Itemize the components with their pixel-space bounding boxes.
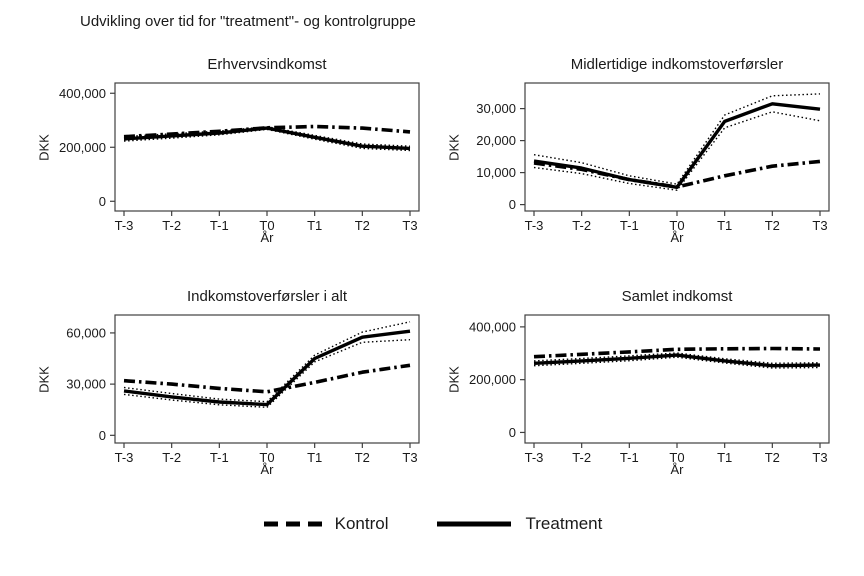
y-tick-label: 200,000 bbox=[469, 372, 516, 387]
kontrol-dashed-line-icon bbox=[263, 521, 322, 527]
x-tick-label: T1 bbox=[307, 218, 322, 233]
y-tick-label: 400,000 bbox=[59, 86, 106, 101]
chart-title: Erhvervsindkomst bbox=[207, 56, 327, 73]
x-tick-label: T3 bbox=[402, 218, 417, 233]
chart-title: Midlertidige indkomstoverførsler bbox=[570, 56, 784, 73]
x-tick-label: T-2 bbox=[572, 450, 591, 465]
legend-label-kontrol: Kontrol bbox=[334, 514, 389, 533]
legend-item-treatment: Treatment bbox=[435, 514, 603, 534]
ci-lower-line bbox=[533, 356, 821, 369]
line-chart-samlet-indkomst: 0 200,000 400,000 T-3 T-2 T-1 T0 T1 T2 T3 bbox=[469, 314, 830, 465]
y-tick-label: 20,000 bbox=[476, 133, 516, 148]
x-tick-label: T-1 bbox=[620, 218, 639, 233]
x-tick-label: T-3 bbox=[525, 218, 544, 233]
x-axis-label: År bbox=[670, 462, 684, 477]
line-chart-indkomstoverfoersler-i-alt: 0 30,000 60,000 T-3 T-2 T-1 T0 T1 T2 T3 bbox=[66, 314, 420, 465]
line-chart-erhvervsindkomst: 0 200,000 400,000 T-3 T-2 T-1 T0 T1 T2 T3 bbox=[59, 82, 420, 233]
subplot-samlet-indkomst: Samlet indkomst DKK 0 200,000 400,000 T-3 T-… bbox=[438, 288, 858, 488]
figure-title: Udvikling over tid for "treatment"- og k… bbox=[80, 13, 416, 30]
x-tick-label: T2 bbox=[355, 450, 370, 465]
y-tick-label: 60,000 bbox=[66, 325, 106, 340]
x-tick-label: T2 bbox=[355, 218, 370, 233]
treatment-line bbox=[533, 353, 821, 368]
subplot-erhvervsindkomst: Erhvervsindkomst DKK 0 200,000 400,000 T-3 T… bbox=[28, 56, 448, 256]
x-tick-label: T3 bbox=[812, 218, 827, 233]
y-tick-label: 0 bbox=[99, 194, 106, 209]
ci-lower-line bbox=[123, 339, 411, 409]
y-tick-label: 200,000 bbox=[59, 140, 106, 155]
x-tick-label: T0 bbox=[669, 218, 684, 233]
x-tick-label: T0 bbox=[259, 450, 274, 465]
y-tick-label: 10,000 bbox=[476, 165, 516, 180]
y-tick-label: 0 bbox=[509, 197, 516, 212]
legend: Kontrol Treatment bbox=[0, 514, 864, 534]
x-tick-label: T-1 bbox=[210, 218, 229, 233]
kontrol-line bbox=[123, 363, 411, 394]
x-axis-label: År bbox=[260, 462, 274, 477]
x-tick-label: T-2 bbox=[162, 218, 181, 233]
x-tick-label: T3 bbox=[402, 450, 417, 465]
x-tick-label: T-3 bbox=[115, 450, 134, 465]
ci-upper-line bbox=[123, 321, 411, 403]
x-tick-label: T-3 bbox=[115, 218, 134, 233]
x-tick-label: T-1 bbox=[620, 450, 639, 465]
y-tick-label: 0 bbox=[99, 428, 106, 443]
x-tick-label: T1 bbox=[717, 218, 732, 233]
y-tick-label: 30,000 bbox=[476, 101, 516, 116]
ci-lower-line bbox=[533, 111, 821, 191]
line-chart-midlertidige-indkomstoverfoersler: 0 10,000 20,000 30,000 T-3 T-2 T-1 T0 T1 T2 T3 bbox=[476, 82, 830, 233]
legend-label-treatment: Treatment bbox=[525, 514, 603, 533]
y-tick-label: 400,000 bbox=[469, 319, 516, 334]
treatment-line bbox=[533, 102, 821, 190]
y-tick-label: 30,000 bbox=[66, 377, 106, 392]
treatment-solid-line-icon bbox=[436, 521, 511, 527]
x-tick-label: T-2 bbox=[572, 218, 591, 233]
x-tick-label: T3 bbox=[812, 450, 827, 465]
x-tick-label: T0 bbox=[669, 450, 684, 465]
y-tick-label: 0 bbox=[509, 425, 516, 440]
ci-upper-line bbox=[533, 352, 821, 364]
x-axis-label: År bbox=[670, 230, 684, 245]
subplot-midlertidige-indkomstoverfoersler: Midlertidige indkomstoverførsler DKK 0 10… bbox=[438, 56, 858, 256]
plot-frame bbox=[524, 82, 830, 212]
plot-frame bbox=[524, 314, 830, 444]
x-tick-label: T-1 bbox=[210, 450, 229, 465]
kontrol-line bbox=[123, 124, 411, 139]
chart-title: Indkomstoverførsler i alt bbox=[186, 288, 348, 305]
x-tick-label: T-2 bbox=[162, 450, 181, 465]
x-tick-label: T1 bbox=[717, 450, 732, 465]
kontrol-line bbox=[533, 159, 821, 189]
chart-title: Samlet indkomst bbox=[621, 288, 733, 305]
kontrol-line bbox=[533, 346, 821, 359]
treatment-line bbox=[123, 126, 411, 151]
x-tick-label: T2 bbox=[765, 450, 780, 465]
treatment-line bbox=[123, 329, 411, 407]
x-tick-label: T1 bbox=[307, 450, 322, 465]
subplot-indkomstoverfoersler-i-alt: Indkomstoverførsler i alt DKK 0 30,000 60,… bbox=[28, 288, 448, 488]
x-axis-label: År bbox=[260, 230, 274, 245]
x-tick-label: T2 bbox=[765, 218, 780, 233]
legend-item-kontrol: Kontrol bbox=[262, 514, 389, 534]
x-tick-label: T-3 bbox=[525, 450, 544, 465]
x-tick-label: T0 bbox=[259, 218, 274, 233]
